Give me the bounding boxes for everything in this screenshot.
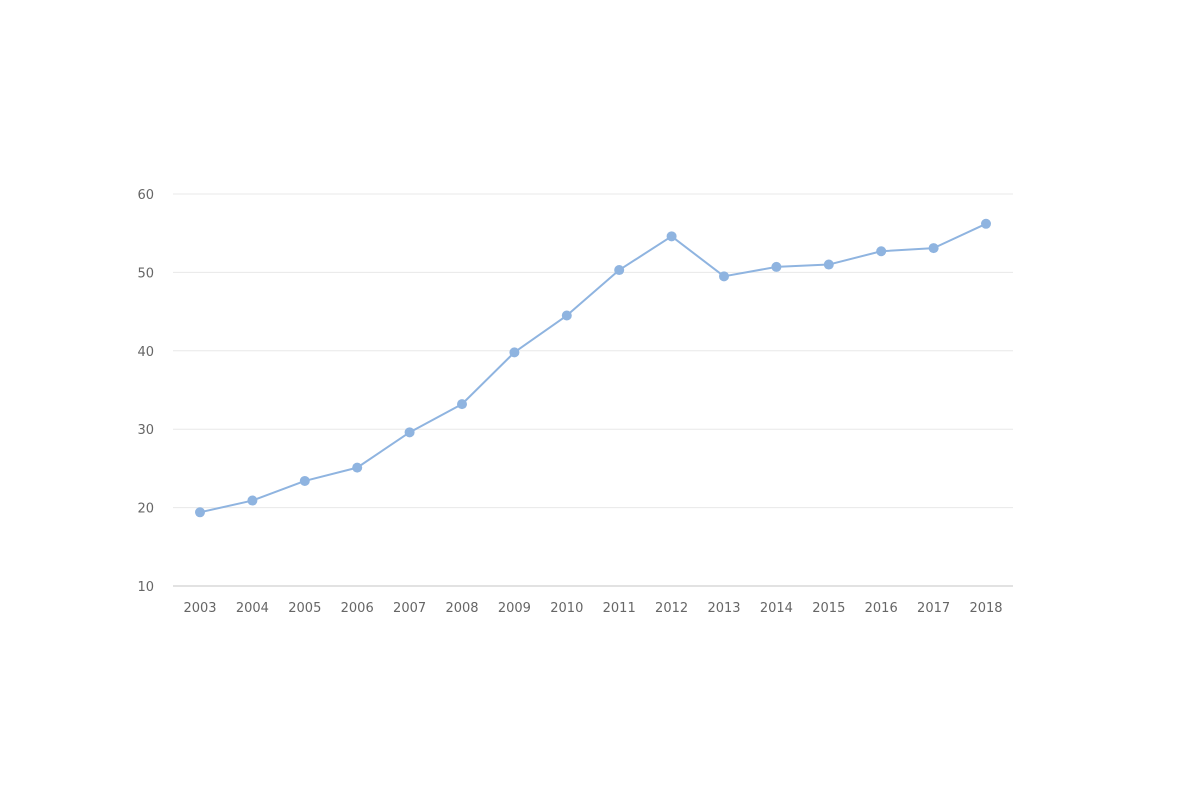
x-tick-label: 2012 xyxy=(655,601,688,616)
y-tick-label: 40 xyxy=(137,345,154,360)
x-tick-label: 2014 xyxy=(760,601,793,616)
data-point[interactable] xyxy=(457,399,467,410)
y-tick-label: 20 xyxy=(137,502,154,517)
x-axis-tick-labels: 2003 2004 2005 2006 2007 2008 2009 2010 2011 2012… xyxy=(183,601,1002,616)
x-tick-label: 2009 xyxy=(498,601,531,616)
y-tick-label: 30 xyxy=(137,423,154,438)
x-tick-label: 2004 xyxy=(236,601,269,616)
series-line xyxy=(199,222,987,514)
x-tick-label: 2007 xyxy=(393,601,426,616)
data-point[interactable] xyxy=(247,495,258,506)
y-tick-label: 50 xyxy=(137,266,154,281)
x-tick-label: 2011 xyxy=(603,601,636,616)
data-point[interactable] xyxy=(928,243,939,254)
data-point[interactable] xyxy=(719,271,729,282)
x-tick-label: 2010 xyxy=(550,601,583,616)
series-layer xyxy=(195,218,991,518)
x-tick-label: 2013 xyxy=(707,601,740,616)
x-tick-label: 2017 xyxy=(917,601,950,616)
x-tick-label: 2006 xyxy=(341,601,374,616)
data-point[interactable] xyxy=(666,231,677,242)
y-tick-label: 10 xyxy=(137,580,154,595)
data-point[interactable] xyxy=(299,475,310,486)
x-tick-label: 2018 xyxy=(969,601,1002,616)
data-point[interactable] xyxy=(509,347,520,358)
x-tick-label: 2016 xyxy=(865,601,898,616)
x-tick-label: 2015 xyxy=(812,601,845,616)
x-tick-label: 2003 xyxy=(183,601,216,616)
x-tick-label: 2008 xyxy=(445,601,478,616)
data-point[interactable] xyxy=(195,507,205,518)
data-point[interactable] xyxy=(981,218,991,229)
data-point[interactable] xyxy=(352,462,363,473)
y-axis-tick-labels: 10 20 30 40 50 60 xyxy=(137,188,154,595)
data-point[interactable] xyxy=(404,427,415,438)
data-point[interactable] xyxy=(771,261,782,272)
data-point[interactable] xyxy=(876,246,887,257)
x-tick-label: 2005 xyxy=(288,601,321,616)
data-point[interactable] xyxy=(561,310,572,321)
data-point[interactable] xyxy=(823,259,834,270)
y-tick-label: 60 xyxy=(137,188,154,203)
data-point[interactable] xyxy=(614,265,625,276)
grid-layer xyxy=(173,193,1013,509)
